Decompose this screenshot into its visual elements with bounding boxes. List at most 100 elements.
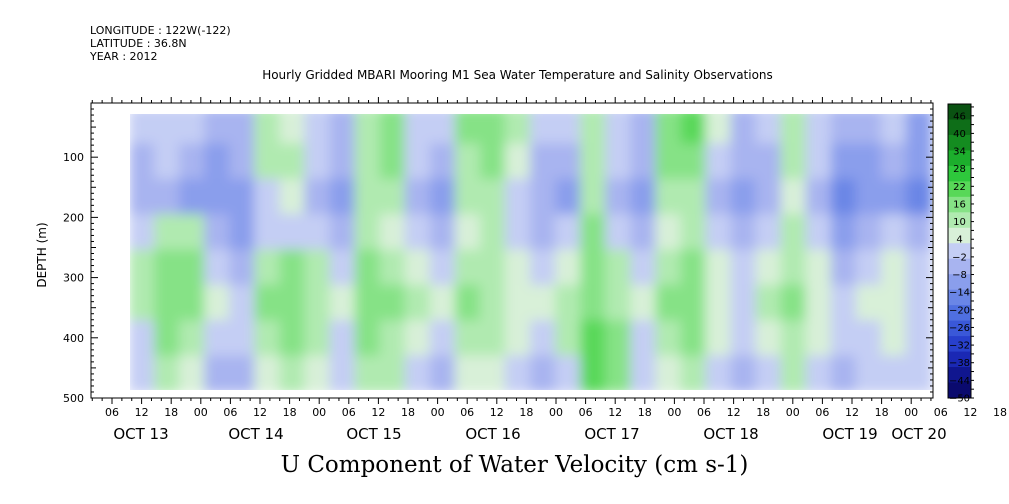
heatmap-cell (755, 249, 783, 287)
heatmap-cell (504, 114, 532, 146)
y-tick-label: 300 (63, 272, 84, 285)
colorbar-swatch (948, 227, 971, 244)
heatmap-cell (680, 355, 708, 390)
x-hour-label: 06 (342, 406, 356, 419)
heatmap-cell (730, 178, 758, 217)
heatmap-cell (179, 178, 207, 217)
heatmap-cell (805, 214, 833, 252)
heatmap-cell (254, 214, 282, 252)
colorbar-label: 10 (953, 217, 966, 228)
heatmap-cell (555, 143, 583, 181)
heatmap-cell (705, 214, 733, 252)
heatmap-cell (880, 320, 908, 358)
heatmap-cell (204, 355, 232, 390)
heatmap-cell (404, 178, 432, 217)
heatmap-cell (404, 355, 432, 390)
heatmap-cell (504, 355, 532, 390)
heatmap-cell (530, 249, 558, 287)
x-hour-label: 12 (845, 406, 859, 419)
heatmap-cell (855, 284, 883, 323)
colorbar-label: 46 (953, 111, 966, 122)
heatmap-cell (680, 284, 708, 323)
heatmap-cell (530, 284, 558, 323)
heatmap-cell (504, 249, 532, 287)
heatmap-cell (780, 214, 808, 252)
heatmap-cell (454, 355, 482, 390)
heatmap-cell (530, 143, 558, 181)
heatmap-cell (605, 114, 633, 146)
x-hour-label: 12 (608, 406, 622, 419)
y-tick-label: 500 (63, 392, 84, 405)
heatmap-cell (279, 284, 307, 323)
heatmap-cell (229, 249, 257, 287)
heatmap-cell (530, 114, 558, 146)
heatmap-cell (130, 320, 157, 358)
heatmap-cell (279, 320, 307, 358)
heatmap-cell (204, 214, 232, 252)
heatmap-cell (755, 355, 783, 390)
heatmap-cell (204, 249, 232, 287)
heatmap-cell (454, 214, 482, 252)
heatmap-cell (304, 320, 332, 358)
heatmap-cell (880, 214, 908, 252)
x-hour-label: 12 (727, 406, 741, 419)
heatmap-cell (555, 355, 583, 390)
heatmap-cell (655, 214, 683, 252)
heatmap-cell (630, 320, 658, 358)
colorbar-label: −20 (949, 305, 970, 316)
heatmap-cell (504, 143, 532, 181)
heatmap-cell (229, 178, 257, 217)
heatmap-cell (680, 320, 708, 358)
colorbar-swatch (948, 243, 971, 260)
heatmap-cell (304, 143, 332, 181)
heatmap-cell (655, 355, 683, 390)
heatmap-cell (830, 214, 858, 252)
heatmap-cell (454, 249, 482, 287)
heatmap-cell (805, 114, 833, 146)
colorbar-swatch (948, 165, 971, 182)
heatmap-cells (130, 114, 932, 390)
heatmap-cell (179, 320, 207, 358)
heatmap-cell (454, 114, 482, 146)
heatmap-cell (204, 320, 232, 358)
heatmap-cell (229, 284, 257, 323)
x-hour-label: 18 (283, 406, 297, 419)
heatmap-cell (680, 143, 708, 181)
heatmap-cell (204, 143, 232, 181)
x-hour-label: 18 (401, 406, 415, 419)
heatmap-cell (204, 284, 232, 323)
heatmap-cell (855, 320, 883, 358)
heatmap-cell (755, 178, 783, 217)
heatmap-cell (504, 214, 532, 252)
heatmap-cell (755, 320, 783, 358)
heatmap-cell (605, 355, 633, 390)
x-axis: 06 12 18 00 06 12 18 00 06 12 18 00 06 12 18 00 06 12 18 00… (91, 97, 1007, 443)
heatmap-cell (154, 320, 182, 358)
x-day-label: OCT 17 (584, 425, 639, 443)
heatmap-cell (479, 249, 507, 287)
longitude-label: LONGITUDE : 122W(-122) (90, 24, 231, 37)
heatmap-cell (404, 320, 432, 358)
heatmap-cell (379, 178, 407, 217)
heatmap-cell (404, 214, 432, 252)
heatmap-cell (880, 249, 908, 287)
x-hour-label: 18 (519, 406, 533, 419)
heatmap-cell (429, 249, 457, 287)
heatmap-cell (705, 355, 733, 390)
heatmap-cell (730, 284, 758, 323)
heatmap-cell (154, 214, 182, 252)
heatmap-cell (429, 355, 457, 390)
heatmap-cell (655, 320, 683, 358)
heatmap-cell (130, 214, 157, 252)
x-hour-label: 06 (934, 406, 948, 419)
heatmap-cell (179, 214, 207, 252)
heatmap-cell (379, 355, 407, 390)
heatmap-cell (605, 249, 633, 287)
heatmap-cell (479, 284, 507, 323)
heatmap-cell (905, 355, 932, 390)
heatmap-cell (705, 249, 733, 287)
heatmap-cell (830, 114, 858, 146)
x-day-label: OCT 15 (346, 425, 401, 443)
heatmap-cell (279, 249, 307, 287)
heatmap-cell (780, 249, 808, 287)
